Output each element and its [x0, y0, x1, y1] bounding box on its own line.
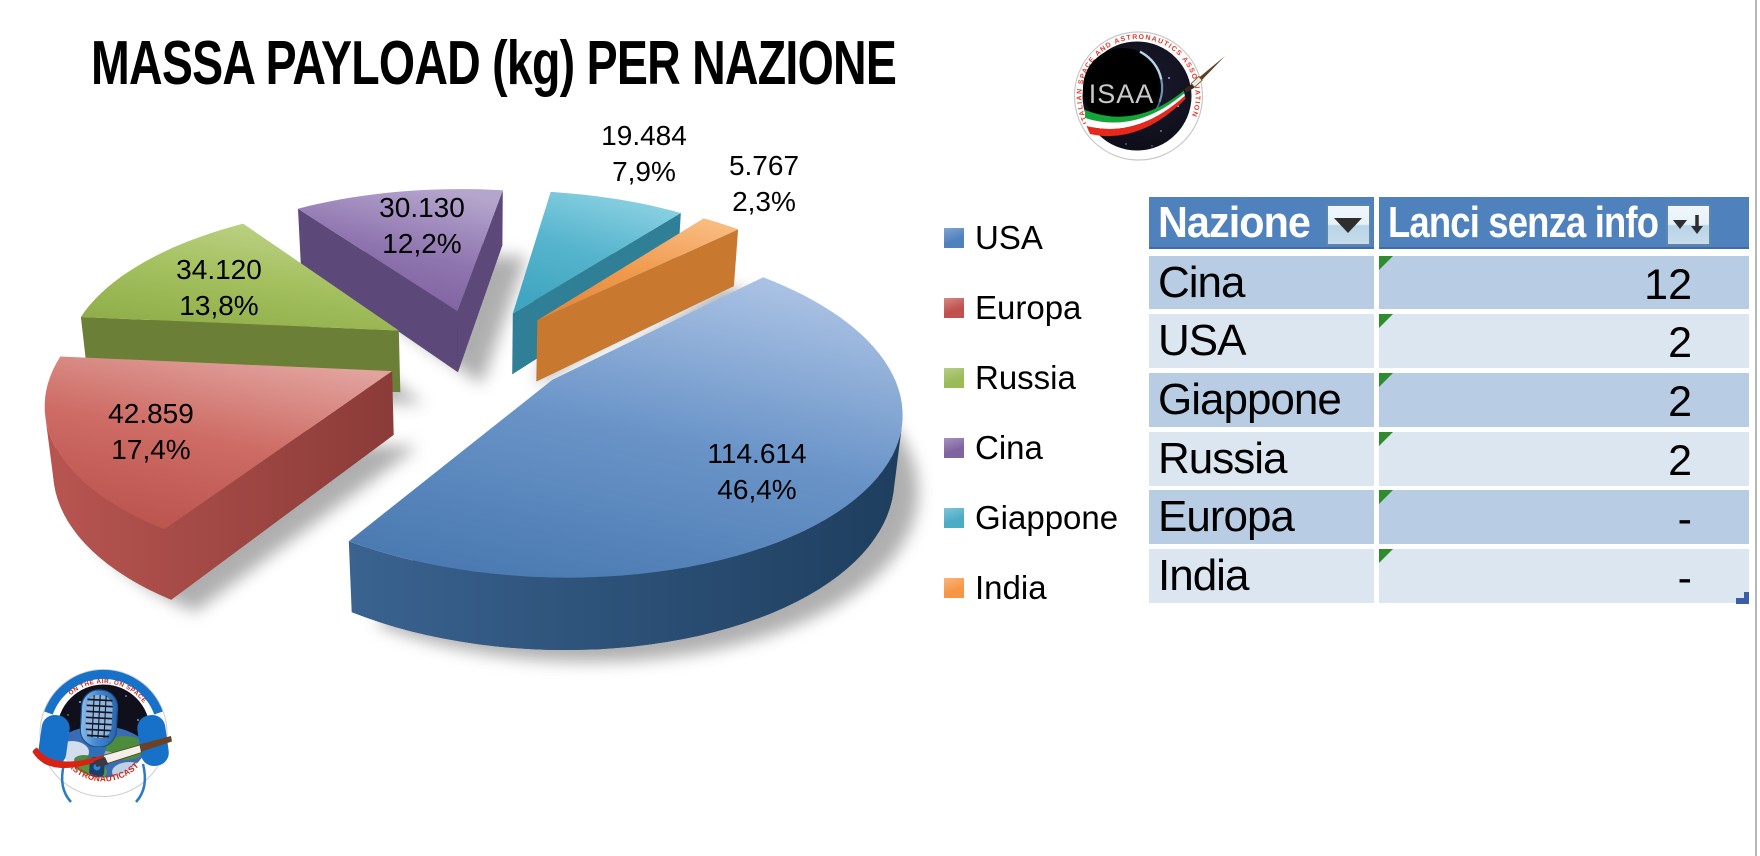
svg-text:ISAA: ISAA: [1089, 79, 1155, 109]
